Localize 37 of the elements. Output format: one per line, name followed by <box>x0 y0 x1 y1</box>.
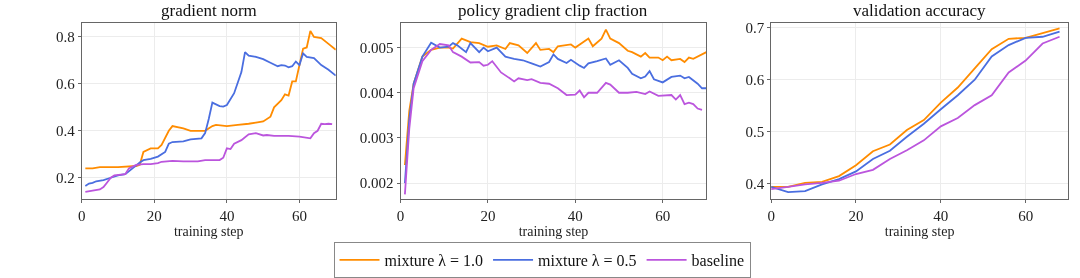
legend-label: mixture λ = 0.5 <box>538 252 637 270</box>
chart-title: validation accuracy <box>853 1 987 20</box>
x-tick-label: 60 <box>1018 207 1034 224</box>
y-tick-label: 0.2 <box>55 169 75 186</box>
x-tick-label: 20 <box>848 207 864 224</box>
y-tick-label: 0.7 <box>745 20 765 37</box>
y-tick-label: 0.003 <box>359 130 394 147</box>
x-axis-title: training step <box>518 223 589 239</box>
y-tick-label: 0.005 <box>359 39 394 56</box>
y-tick-label: 0.8 <box>55 29 75 46</box>
line-series <box>404 28 707 166</box>
y-tick-label: 0.4 <box>745 175 765 192</box>
y-tick-label: 0.5 <box>745 123 765 140</box>
y-tick-label: 0.6 <box>745 72 765 88</box>
y-tick-label: 0.002 <box>359 175 394 192</box>
legend-label: mixture λ = 1.0 <box>384 252 484 270</box>
line-series <box>84 122 334 193</box>
x-axis-title: training step <box>884 223 955 239</box>
x-tick-label: 40 <box>567 207 583 224</box>
y-tick-label: 0.4 <box>55 123 76 140</box>
x-tick-label: 40 <box>933 207 949 224</box>
chart-title: gradient norm <box>161 1 257 20</box>
chart-title: policy gradient clip fraction <box>458 1 648 20</box>
y-tick-label: 0.6 <box>55 76 76 93</box>
x-tick-label: 0 <box>767 207 775 224</box>
line-series <box>84 30 336 170</box>
x-axis-title: training step <box>173 223 244 239</box>
x-tick-label: 60 <box>655 207 671 224</box>
x-tick-label: 60 <box>291 207 307 224</box>
line-series <box>84 51 336 187</box>
x-tick-label: 20 <box>480 207 496 224</box>
x-tick-label: 0 <box>77 207 86 224</box>
x-tick-label: 0 <box>396 207 405 224</box>
legend-label: baseline <box>691 252 745 270</box>
x-tick-label: 20 <box>146 207 162 224</box>
x-tick-label: 40 <box>219 207 235 224</box>
y-tick-label: 0.004 <box>359 85 395 102</box>
